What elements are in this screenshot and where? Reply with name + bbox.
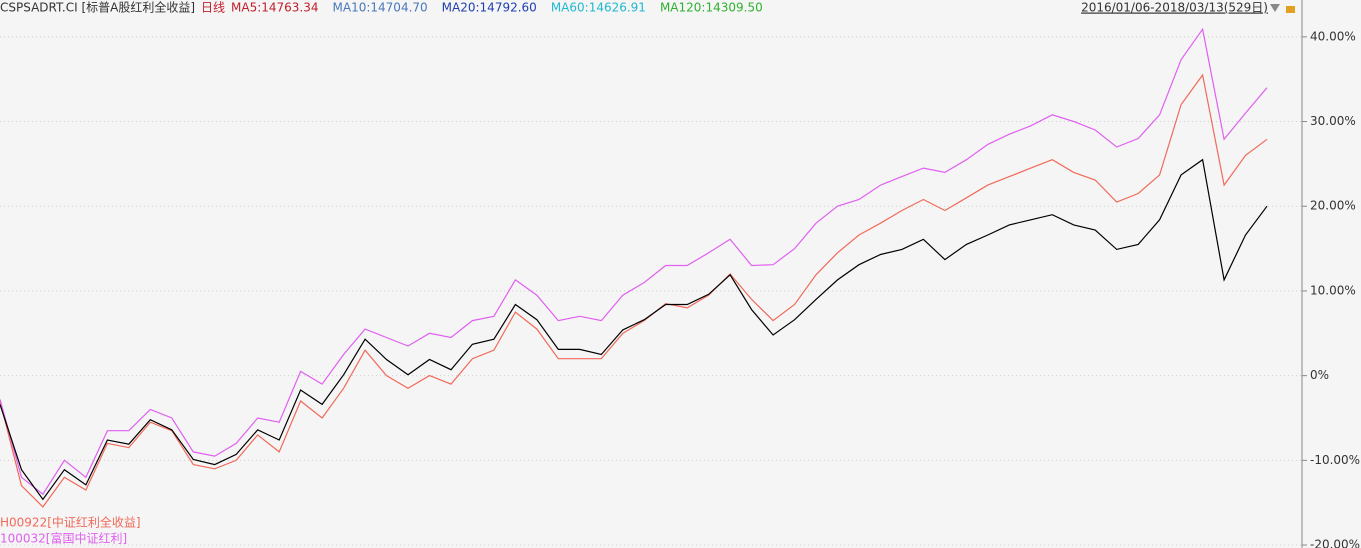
date-range[interactable]: 2016/01/06-2018/03/13(529日) <box>1081 1 1268 15</box>
y-tick-label: 10.00% <box>1310 283 1356 297</box>
y-tick-label: 0% <box>1310 368 1329 382</box>
header-text: CSPSADRT.CI [标普A股红利全收益] <box>0 0 195 15</box>
y-tick-label: 30.00% <box>1310 114 1356 128</box>
y-tick-label: 40.00% <box>1310 29 1356 43</box>
ma-value: MA5:14763.34 <box>231 1 319 15</box>
series-line <box>0 73 1268 508</box>
ma-value: MA120:14309.50 <box>660 1 763 15</box>
y-tick-label: 20.00% <box>1310 199 1356 213</box>
dropdown-icon[interactable] <box>1270 4 1280 12</box>
ma-value: MA60:14626.91 <box>551 1 646 15</box>
header-text: 日线 <box>201 1 225 15</box>
legend-label: H00922[中证红利全收益] <box>0 515 141 530</box>
series-line <box>0 27 1268 496</box>
y-tick-label: -20.00% <box>1310 538 1360 548</box>
legend-label: 100032[富国中证红利] <box>0 531 127 546</box>
ma-value: MA20:14792.60 <box>442 1 537 15</box>
y-tick-label: -10.00% <box>1310 453 1360 467</box>
series-line <box>0 158 1268 501</box>
ma-value: MA10:14704.70 <box>333 1 428 15</box>
lock-icon[interactable] <box>1286 6 1295 13</box>
